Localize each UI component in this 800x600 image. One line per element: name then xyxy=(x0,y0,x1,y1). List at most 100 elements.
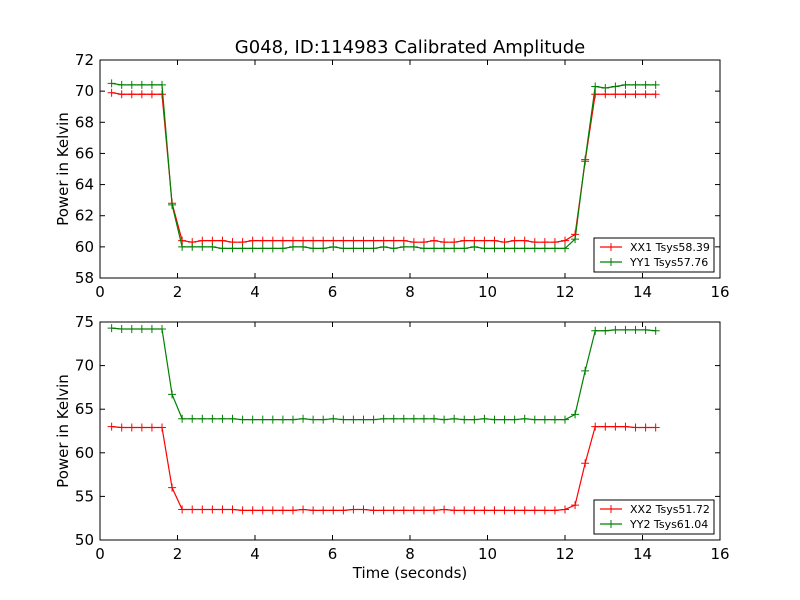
data-point xyxy=(571,501,580,510)
data-point xyxy=(520,506,529,515)
legend-marker xyxy=(607,505,615,513)
data-point xyxy=(137,80,146,89)
data-point xyxy=(258,244,267,253)
x-tick-label: 4 xyxy=(250,545,260,563)
data-point xyxy=(117,80,126,89)
data-point xyxy=(278,415,287,424)
legend-label: XX2 Tsys51.72 xyxy=(630,503,710,516)
data-point xyxy=(107,422,116,431)
x-tick-label: 2 xyxy=(173,283,183,301)
data-point xyxy=(389,236,398,245)
data-point xyxy=(369,415,378,424)
data-point xyxy=(147,324,156,333)
data-point xyxy=(268,506,277,515)
data-point xyxy=(621,422,630,431)
data-point xyxy=(641,325,650,334)
data-point xyxy=(268,244,277,253)
data-point xyxy=(288,506,297,515)
series-line xyxy=(111,92,656,243)
data-point xyxy=(147,80,156,89)
data-point xyxy=(379,242,388,251)
data-point xyxy=(208,505,217,514)
data-point xyxy=(611,422,620,431)
y-tick-label: 70 xyxy=(75,82,94,100)
y-axis-label: Power in Kelvin xyxy=(54,374,72,488)
data-point xyxy=(591,326,600,335)
y-tick-label: 72 xyxy=(75,51,94,69)
x-tick-label: 10 xyxy=(478,545,497,563)
data-point xyxy=(248,244,257,253)
data-point xyxy=(178,414,187,423)
data-point xyxy=(520,414,529,423)
data-point xyxy=(601,422,610,431)
data-point xyxy=(561,505,569,514)
data-point xyxy=(631,80,640,89)
data-point xyxy=(178,505,187,514)
data-point xyxy=(409,506,418,515)
data-point xyxy=(319,506,328,515)
data-point xyxy=(621,80,630,89)
data-point xyxy=(520,236,529,245)
data-point xyxy=(651,423,660,432)
data-point xyxy=(430,244,439,253)
x-tick-label: 12 xyxy=(555,545,574,563)
data-point xyxy=(550,415,559,424)
legend-label: XX1 Tsys58.39 xyxy=(630,241,710,254)
data-point xyxy=(107,324,116,333)
data-point xyxy=(651,326,660,335)
data-point xyxy=(631,423,640,432)
data-point xyxy=(158,324,166,333)
x-tick-label: 0 xyxy=(95,545,105,563)
data-point xyxy=(621,325,630,334)
data-point xyxy=(359,244,368,253)
data-point xyxy=(490,415,499,424)
legend: XX2 Tsys51.72 YY2 Tsys61.04 xyxy=(593,499,715,535)
data-point xyxy=(168,200,177,209)
data-point xyxy=(319,244,328,253)
data-point xyxy=(319,415,328,424)
x-tick-label: 2 xyxy=(173,545,183,563)
data-point xyxy=(571,235,580,244)
data-point xyxy=(540,415,549,424)
series-line xyxy=(111,426,656,511)
data-point xyxy=(399,242,408,251)
data-point xyxy=(409,414,418,423)
data-point xyxy=(329,506,338,515)
x-tick-label: 12 xyxy=(555,283,574,301)
data-point xyxy=(188,242,197,251)
data-point xyxy=(127,80,136,89)
data-point xyxy=(520,244,529,253)
data-point xyxy=(470,415,479,424)
data-point xyxy=(530,415,539,424)
legend-marker xyxy=(607,243,615,251)
data-point xyxy=(450,414,459,423)
data-point xyxy=(450,244,459,253)
data-point xyxy=(450,506,459,515)
data-point xyxy=(490,236,499,245)
data-point xyxy=(208,242,217,251)
data-point xyxy=(168,483,177,492)
data-point xyxy=(460,506,469,515)
data-point xyxy=(117,90,126,99)
x-tick-label: 6 xyxy=(328,283,338,301)
data-point xyxy=(379,414,388,423)
data-point xyxy=(399,414,408,423)
data-point xyxy=(510,506,519,515)
data-point xyxy=(581,459,590,468)
data-point xyxy=(419,506,428,515)
data-point xyxy=(510,236,519,245)
data-point xyxy=(490,506,499,515)
data-point xyxy=(611,82,620,91)
data-point xyxy=(127,324,136,333)
x-tick-label: 16 xyxy=(710,283,729,301)
data-point xyxy=(218,414,227,423)
data-point xyxy=(480,236,489,245)
x-tick-label: 14 xyxy=(633,283,652,301)
bottom-chart: 0 2 4 6 8 10 12 14 16 50 55 60 65 70 75 Power in Kelvin… xyxy=(54,313,730,582)
data-point xyxy=(621,90,630,99)
data-point xyxy=(117,324,126,333)
x-tick-label: 8 xyxy=(405,545,415,563)
data-point xyxy=(419,414,428,423)
data-point xyxy=(480,244,489,253)
